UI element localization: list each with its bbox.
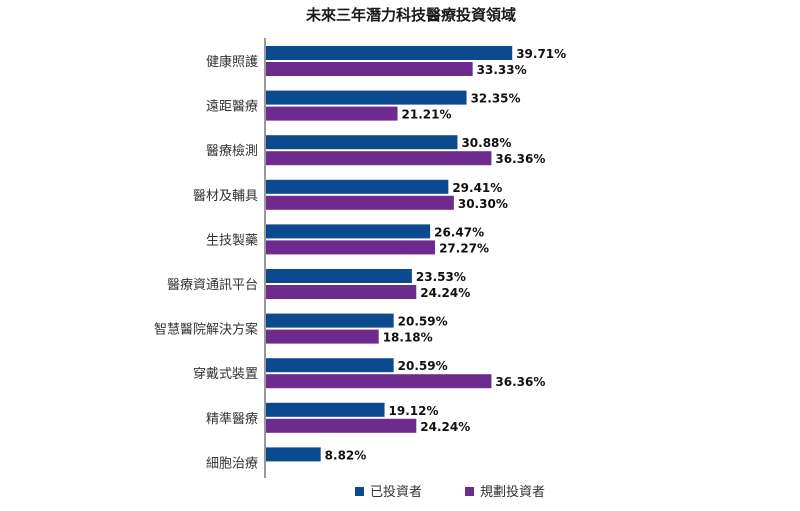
value-label: 33.33% <box>477 63 527 77</box>
category-label: 醫療檢測 <box>206 143 258 159</box>
value-label: 36.36% <box>495 375 545 389</box>
bar-invested <box>266 46 513 60</box>
value-label: 24.24% <box>420 420 470 434</box>
value-label: 29.41% <box>452 181 502 195</box>
bar-planned <box>266 374 492 389</box>
bar-planned <box>266 329 379 344</box>
legend-label: 已投資者 <box>370 484 422 500</box>
category-label: 遠距醫療 <box>206 100 258 115</box>
value-label: 24.24% <box>420 286 470 300</box>
bar-planned <box>266 62 473 76</box>
bars-group: 健康照護 39.71% 33.33% 遠距醫療 32.35% 21.21% 醫療檢測 30.8… <box>154 46 566 471</box>
category-label: 生技製藥 <box>206 233 258 248</box>
bar-invested <box>266 269 412 283</box>
bar-planned <box>266 151 492 166</box>
bar-planned <box>266 418 417 433</box>
category-label: 醫療資通訊平台 <box>167 278 258 293</box>
category-label: 穿戴式裝置 <box>193 366 258 382</box>
chart-title: 未來三年潛力科技醫療投資領域 <box>305 6 516 24</box>
value-label: 23.53% <box>416 270 466 284</box>
value-label: 32.35% <box>471 92 521 106</box>
value-label: 18.18% <box>383 331 433 345</box>
category-label: 精準醫療 <box>206 411 258 427</box>
bar-invested <box>266 358 394 373</box>
bar-invested <box>266 179 449 194</box>
bar-invested <box>266 135 458 150</box>
value-label: 19.12% <box>389 404 439 418</box>
category-label: 健康照護 <box>206 54 258 70</box>
bar-planned <box>266 195 454 210</box>
value-label: 36.36% <box>495 152 545 166</box>
legend-swatch <box>465 487 474 496</box>
legend-swatch <box>355 487 364 496</box>
bar-planned <box>266 285 417 299</box>
value-label: 20.59% <box>398 359 448 373</box>
category-label: 醫材及輔具 <box>193 189 258 204</box>
value-label: 30.30% <box>458 197 508 211</box>
value-label: 26.47% <box>434 225 484 239</box>
category-label: 細胞治療 <box>206 456 258 471</box>
bar-invested <box>266 313 394 328</box>
bar-invested <box>266 402 385 417</box>
value-label: 21.21% <box>402 108 452 122</box>
value-label: 30.88% <box>461 136 511 150</box>
legend-label: 規劃投資者 <box>480 484 545 500</box>
value-label: 8.82% <box>325 448 367 462</box>
bar-invested <box>266 224 431 239</box>
bar-invested <box>266 90 467 105</box>
category-label: 智慧醫院解決方案 <box>154 322 258 338</box>
bar-invested <box>266 447 321 462</box>
bar-planned <box>266 240 436 255</box>
bar-planned <box>266 106 398 121</box>
legend: 已投資者 規劃投資者 <box>355 484 545 500</box>
value-label: 27.27% <box>439 241 489 255</box>
value-label: 20.59% <box>398 315 448 329</box>
value-label: 39.71% <box>516 47 566 61</box>
